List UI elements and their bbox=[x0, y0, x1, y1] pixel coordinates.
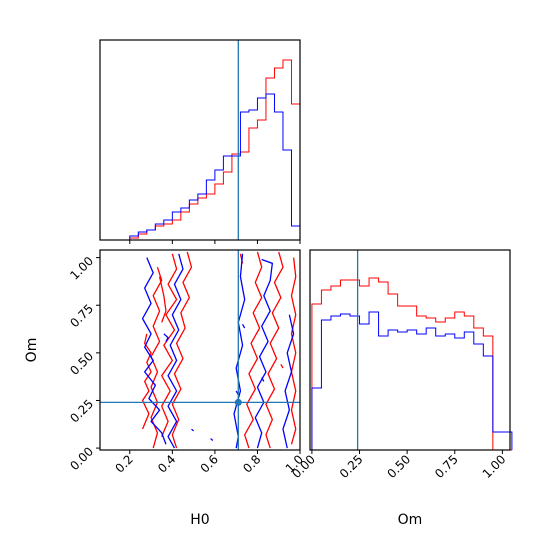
series-b-contour-5 bbox=[163, 333, 169, 342]
x-axis-label-om: Om bbox=[398, 512, 423, 528]
y-axis-label-om: Om bbox=[24, 338, 40, 363]
series-a-contour-6 bbox=[265, 251, 284, 449]
joint-y-tick-label-0: 0.00 bbox=[67, 444, 96, 473]
series-b-contour-8 bbox=[191, 428, 195, 432]
x-axis-label-h0: H0 bbox=[190, 512, 209, 528]
joint-y-tick-label-2: 0.50 bbox=[67, 349, 96, 378]
joint-y-tick-label-1: 0.25 bbox=[67, 397, 96, 426]
om-hist-series-0 bbox=[311, 277, 512, 451]
joint-frame bbox=[99, 249, 301, 451]
h0-hist-series-1 bbox=[129, 93, 301, 240]
series-a-contour-3 bbox=[171, 251, 193, 449]
joint-contours bbox=[141, 251, 297, 449]
series-b-contour-0 bbox=[141, 257, 167, 445]
series-b-contour-3 bbox=[254, 258, 274, 449]
joint-truth-marker bbox=[234, 398, 242, 406]
series-b-contour-2 bbox=[233, 253, 246, 449]
joint-x-tick-label-3: 0.8 bbox=[240, 452, 263, 475]
series-b-contour-10 bbox=[241, 323, 246, 329]
om-hist-frame bbox=[309, 249, 511, 451]
joint-x-tick-label-2: 0.6 bbox=[198, 452, 221, 475]
om-x-tick-label-1: 0.25 bbox=[337, 452, 366, 481]
series-a-contour-5 bbox=[243, 251, 263, 449]
series-a-contour-0 bbox=[141, 333, 152, 430]
h0-hist-series-0 bbox=[129, 59, 301, 240]
joint-contour-panel: 0.2 0.4 0.6 0.8 1.00.000.250.500.751.00 bbox=[67, 249, 306, 476]
joint-y-tick-label-4: 1.00 bbox=[67, 254, 96, 283]
om-x-tick-label-2: 0.50 bbox=[384, 452, 413, 481]
h0-histogram-panel bbox=[99, 39, 301, 244]
series-b-contour-9 bbox=[210, 438, 214, 441]
series-a-contour-7 bbox=[290, 257, 297, 445]
series-a-contour-1 bbox=[150, 266, 163, 449]
series-a-contour-9 bbox=[280, 363, 284, 369]
om-x-tick-label-4: 1.00 bbox=[480, 452, 509, 481]
joint-x-tick-label-1: 0.4 bbox=[155, 452, 178, 475]
series-b-contour-4 bbox=[282, 314, 295, 449]
om-x-tick-label-3: 0.75 bbox=[432, 452, 461, 481]
series-a-contour-2 bbox=[160, 253, 178, 437]
h0-hist-frame bbox=[99, 39, 301, 241]
series-b-contour-7 bbox=[261, 377, 265, 382]
joint-x-tick-label-0: 0.2 bbox=[113, 452, 136, 475]
joint-y-tick-label-3: 0.75 bbox=[67, 301, 96, 330]
series-b-contour-1 bbox=[167, 253, 184, 449]
series-a-contour-4 bbox=[158, 276, 167, 323]
om-histogram-panel: 0.00 0.25 0.50 0.75 1.00 bbox=[289, 249, 513, 481]
om-hist-series-1 bbox=[311, 311, 513, 450]
